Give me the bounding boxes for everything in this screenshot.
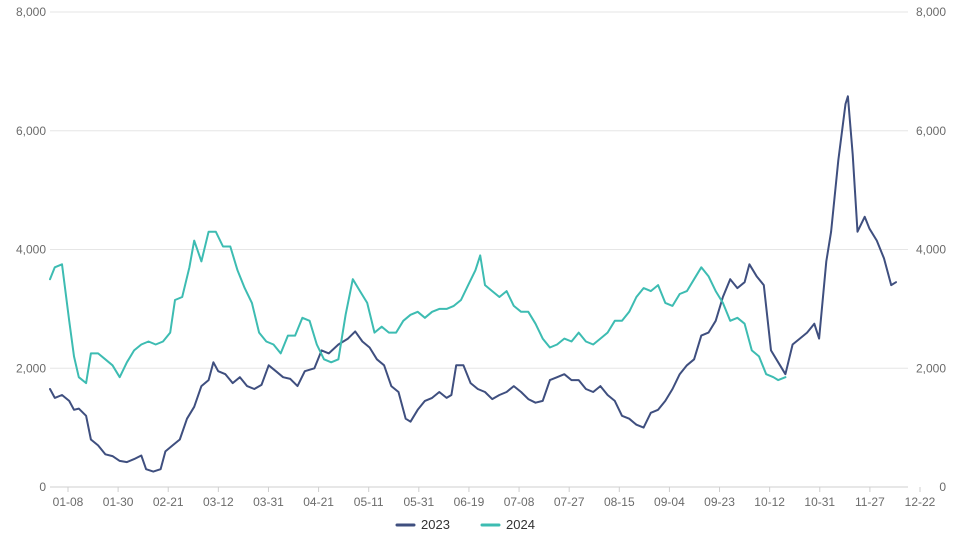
y-tick-label-right: 8,000 bbox=[916, 5, 946, 19]
y-tick-label-left: 2,000 bbox=[16, 361, 46, 375]
y-axis-right: 0 2,000 4,000 6,000 8,000 bbox=[916, 5, 946, 494]
legend: 2023 2024 bbox=[395, 517, 535, 532]
y-axis-left: 0 2,000 4,000 6,000 8,000 bbox=[16, 5, 46, 494]
y-tick-label-right: 4,000 bbox=[916, 243, 946, 257]
x-tick-label: 05-11 bbox=[354, 495, 384, 509]
series-layer bbox=[49, 95, 897, 473]
x-tick-label: 03-12 bbox=[203, 495, 234, 509]
y-tick-label-right: 0 bbox=[939, 480, 946, 494]
series-line-2024 bbox=[49, 230, 787, 385]
x-tick-label: 06-19 bbox=[454, 495, 485, 509]
x-tick-label: 09-23 bbox=[704, 495, 735, 509]
x-tick-label: 01-08 bbox=[53, 495, 84, 509]
y-tick-label-left: 8,000 bbox=[16, 5, 46, 19]
x-tick-label: 08-15 bbox=[604, 495, 635, 509]
x-tick-label: 01-30 bbox=[103, 495, 134, 509]
y-tick-label-left: 0 bbox=[39, 480, 46, 494]
x-tick-label: 10-31 bbox=[804, 495, 835, 509]
x-tick-label: 09-04 bbox=[654, 495, 685, 509]
y-tick-label-left: 4,000 bbox=[16, 243, 46, 257]
x-tick-label: 10-12 bbox=[754, 495, 785, 509]
x-tick-label: 11-27 bbox=[855, 495, 885, 509]
series-line-2023 bbox=[49, 95, 897, 473]
grid-lines bbox=[50, 11, 908, 369]
y-tick-label-left: 6,000 bbox=[16, 124, 46, 138]
x-tick-label: 04-21 bbox=[303, 495, 334, 509]
y-tick-label-right: 6,000 bbox=[916, 124, 946, 138]
y-tick-label-right: 2,000 bbox=[916, 361, 946, 375]
x-tick-label: 12-22 bbox=[905, 495, 936, 509]
x-tick-label: 03-31 bbox=[253, 495, 284, 509]
legend-label-2023: 2023 bbox=[421, 517, 450, 532]
x-axis: 01-08 01-30 02-21 03-12 03-31 04-21 05-11 05-31… bbox=[50, 486, 936, 509]
x-tick-label: 02-21 bbox=[153, 495, 184, 509]
x-tick-label: 05-31 bbox=[403, 495, 434, 509]
legend-label-2024: 2024 bbox=[506, 517, 535, 532]
x-tick-label: 07-27 bbox=[554, 495, 585, 509]
x-tick-label: 07-08 bbox=[504, 495, 535, 509]
